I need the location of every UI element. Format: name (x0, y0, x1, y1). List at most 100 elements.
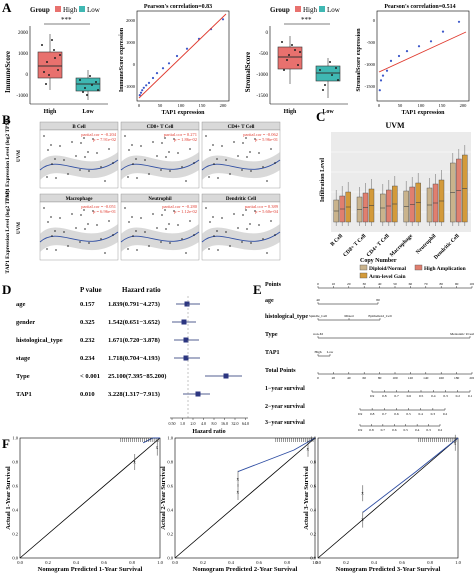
scatter-point (141, 89, 144, 92)
legend-high-swatch (295, 6, 301, 12)
scatter-point (429, 40, 433, 43)
calibration-ytick: 0.2 (12, 532, 18, 537)
calibration-xtick: 0.8 (427, 560, 433, 565)
stromal-scatter-ylabel: StromalScore expression (356, 28, 362, 92)
panel-d-letter: D (2, 282, 11, 297)
calibration-xtick: 0.4 (228, 560, 234, 565)
forest-variable: age (16, 301, 26, 308)
cell-pvalue: p = 7.91e-02 (93, 137, 116, 142)
immune-xtick: Low (82, 109, 94, 115)
scatter-point (175, 54, 179, 58)
category-label: B Cell (330, 233, 345, 248)
stromal-ylabel: StromalScore (244, 52, 252, 93)
calibration-point: x (361, 492, 364, 497)
nomogram-tick: 0.9 (358, 412, 363, 416)
calibration-plot: xxx0.00.00.20.20.40.40.60.60.80.81.01.0N… (160, 436, 319, 574)
forest-xtick: 0.50 (169, 421, 176, 426)
legend-high-amp-label: High Amplication (424, 266, 466, 272)
legend-arm-gain-label: Arm-level Gain (369, 274, 406, 280)
calibration-point: x (361, 518, 364, 523)
nomogram-tick: 20 (332, 376, 336, 380)
forest-xtick: 4.0 (201, 421, 206, 426)
category-label: Neutrophil (415, 233, 438, 256)
nomogram-tick: 80 (376, 298, 380, 302)
forest-marker (223, 373, 229, 379)
calibration-ytick: 0.0 (310, 556, 316, 561)
panel-e-letter: E (253, 282, 262, 297)
immune-legend-high: High (63, 6, 78, 14)
nomogram-tick: 0.3 (431, 412, 436, 416)
immune-ytick: 0 (26, 73, 29, 78)
calibration-xtick: 0.4 (371, 560, 377, 565)
nomogram-rows: Points 0 10 20 30 40 50 60 70 80 90 100 age 40 80 histo… (265, 282, 474, 432)
calibration-point: x (454, 441, 457, 446)
stromal-legend-low: Low (327, 6, 341, 14)
scatter-point (151, 76, 155, 80)
panel-c-ylabel: Infiltration Level (320, 158, 326, 202)
nomogram-tick: 0.4 (431, 394, 436, 398)
nomogram-tick: 10 (332, 282, 336, 286)
box-high (277, 46, 303, 70)
cell-title: Dendritic Cell (226, 197, 257, 202)
stromal-boxplot: Group High Low *** StromalScore 0 -500 -… (244, 6, 348, 115)
stromal-scatter-xlabel: TAP1 expression (402, 110, 446, 116)
immune-scatter-ytick: -1000 (125, 84, 136, 89)
nomogram-tick: Metastatic Uveal Melanoma (450, 332, 474, 336)
cell-pvalue: p = 5.96e-01 (255, 137, 278, 142)
forest-xtick: 1.0 (180, 421, 185, 426)
forest-xlabel: Hazard ratio (192, 429, 225, 435)
calibration-ylabel: Actual 1-Year Survival (5, 466, 12, 530)
cell-pvalue: p = 1.12e-02 (174, 209, 197, 214)
nomogram-tick: 0.5 (404, 428, 409, 432)
category-label: Macrophage (389, 233, 415, 259)
nomogram-row-label: TAP1 (265, 350, 280, 356)
legend-diploid-label: Diploid/Normal (369, 266, 406, 272)
panel-c-title: UVM (385, 121, 405, 130)
nomogram-row-label: 1−year survival (265, 386, 305, 392)
scatter-point (417, 45, 421, 48)
legend-high-swatch (55, 6, 61, 12)
cell-pvalue: p = 5.60e-04 (255, 209, 279, 214)
scatter-point (441, 30, 445, 33)
calibration-ytick: 0.4 (310, 508, 316, 513)
immune-fit-line (138, 13, 227, 99)
nomogram-tick: 0.5 (406, 412, 411, 416)
scatter-point (167, 62, 171, 65)
forest-xtick: 16.0 (221, 421, 228, 426)
nomogram-tick: 0.5 (419, 394, 424, 398)
cell-title: Neutrophil (148, 197, 172, 202)
calibration-point: x (133, 461, 136, 466)
immune-xtick: High (44, 109, 57, 115)
forest-variable: histological_type (16, 337, 63, 344)
nomogram-tick: 100 (469, 282, 474, 286)
category-label: Dendritic Cell (433, 233, 461, 261)
legend-low-swatch (79, 6, 85, 12)
nomogram-tick: 0.4 (415, 428, 420, 432)
stromal-scatter-xtick: 200 (460, 103, 468, 108)
panel-c-boxes (333, 145, 468, 226)
nomogram-tick: 80 (378, 376, 382, 380)
stromal-scatter-xtick: 150 (439, 103, 447, 108)
calibration-ytick: 1.0 (167, 436, 173, 441)
scatter-point (138, 94, 141, 97)
immune-significance: *** (61, 16, 72, 24)
calibration-xtick: 0.8 (129, 560, 135, 565)
calibration-xtick: 1.0 (455, 560, 461, 565)
nomogram-tick: 100 (392, 376, 398, 380)
scatter-point (185, 47, 189, 50)
calibration-ytick: 0.4 (167, 508, 173, 513)
cell-title: CD4+ T Cell (228, 125, 255, 130)
nomogram-tick: 0.8 (369, 428, 374, 432)
calibration-xlabel: Nomogram Predicted 3-Year Survival (336, 566, 441, 573)
calibration-xtick: 0.2 (343, 560, 349, 565)
forest-marker (183, 355, 189, 361)
cell-pvalue: p = 6.96e-01 (93, 209, 116, 214)
nomogram-tick: Low (327, 350, 334, 354)
forest-marker (183, 337, 189, 343)
calibration-xtick: 0.2 (45, 560, 51, 565)
nomogram-tick: 0 (317, 282, 319, 286)
panel-b-ylabel-2: TAP1 Expression Level (log2 TPM) (4, 190, 11, 273)
